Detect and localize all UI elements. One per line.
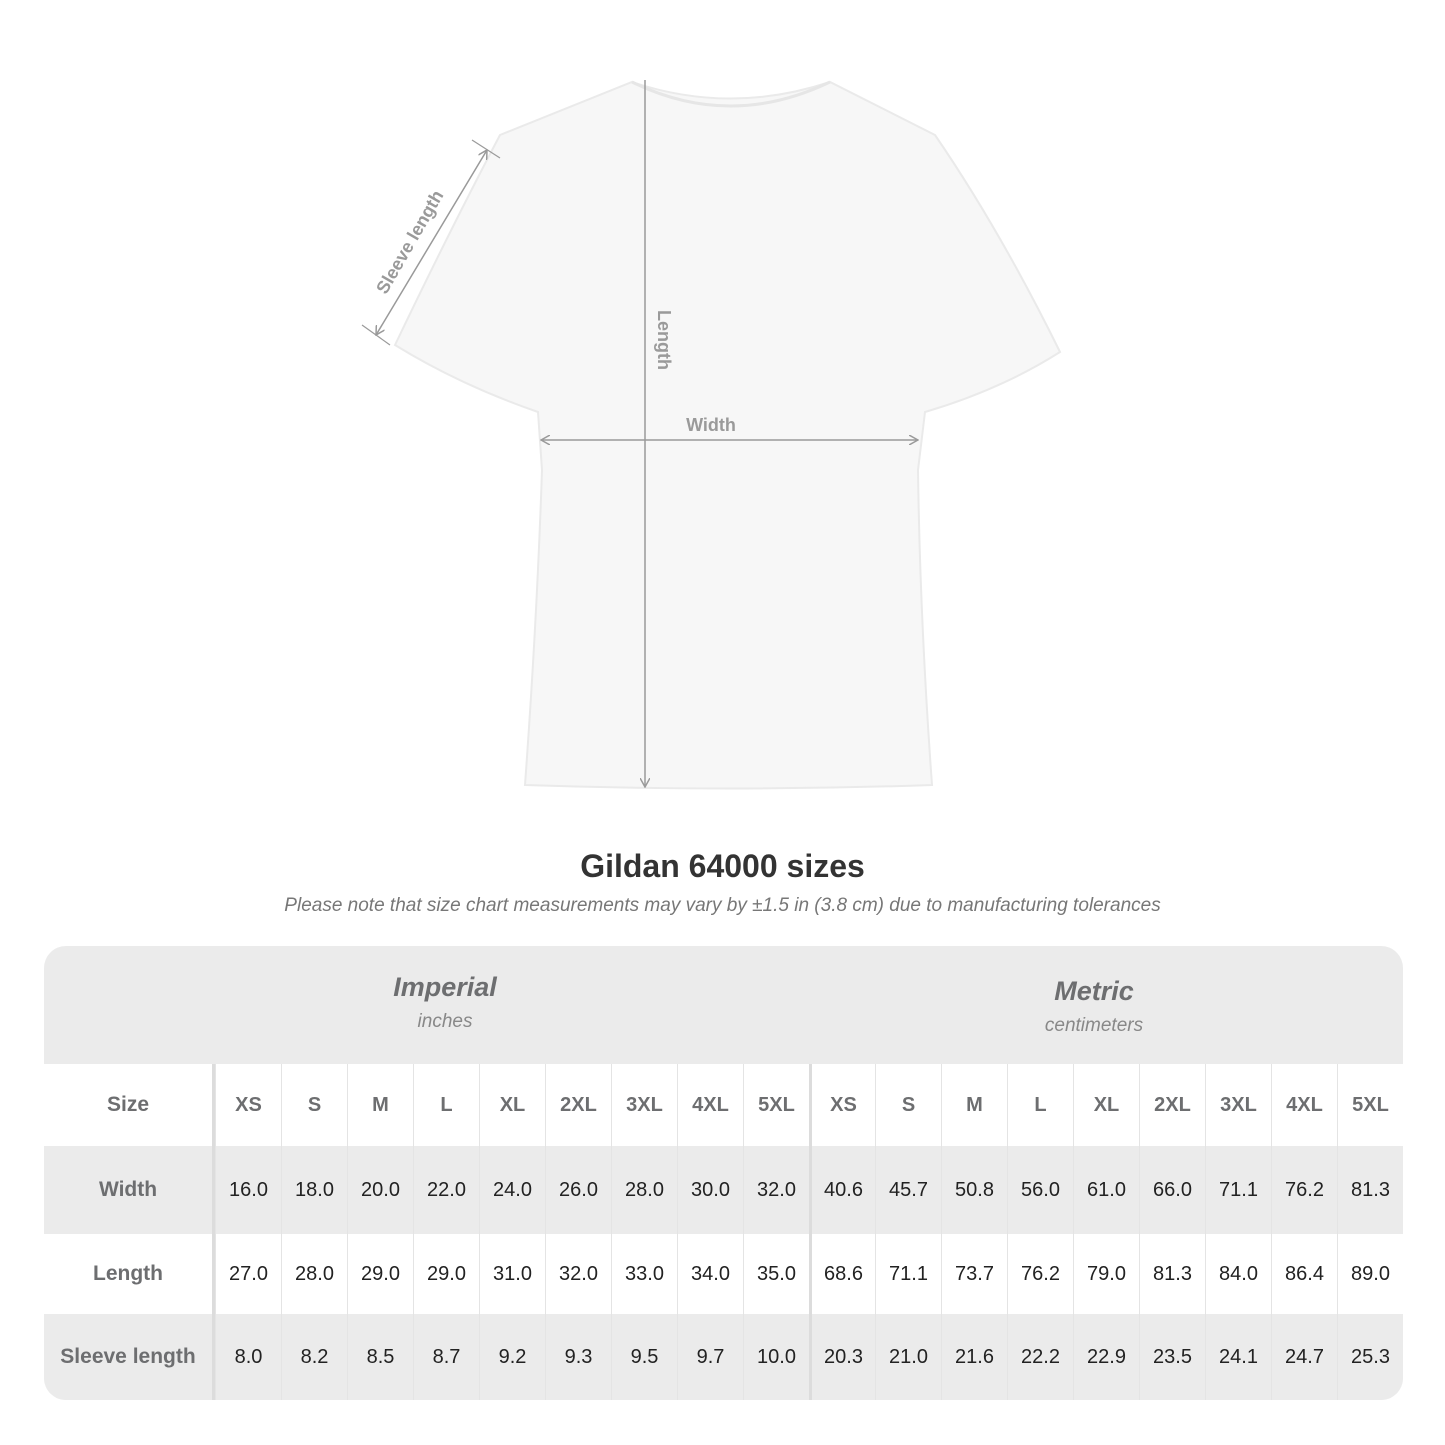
- table-cell: 81.3: [1337, 1146, 1403, 1234]
- row-label: Size: [44, 1064, 215, 1146]
- table-cell: 66.0: [1139, 1146, 1205, 1234]
- table-cell: 21.6: [941, 1314, 1007, 1400]
- table-cell: 22.9: [1073, 1314, 1139, 1400]
- size-header-cell: XL: [1073, 1064, 1139, 1146]
- table-cell: 29.0: [347, 1234, 413, 1314]
- table-cell: 27.0: [215, 1234, 281, 1314]
- table-cell: 24.0: [479, 1146, 545, 1234]
- table-cell: 29.0: [413, 1234, 479, 1314]
- table-cell: 8.7: [413, 1314, 479, 1400]
- table-cell: 84.0: [1205, 1234, 1271, 1314]
- size-header-cell: 3XL: [1205, 1064, 1271, 1146]
- size-header-cell: M: [347, 1064, 413, 1146]
- size-header-cell: 5XL: [743, 1064, 809, 1146]
- size-header-cell: L: [1007, 1064, 1073, 1146]
- table-cell: 33.0: [611, 1234, 677, 1314]
- table-cell: 76.2: [1271, 1146, 1337, 1234]
- table-cell: 9.5: [611, 1314, 677, 1400]
- table-cell: 71.1: [875, 1234, 941, 1314]
- table-cell: 81.3: [1139, 1234, 1205, 1314]
- table-cell: 73.7: [941, 1234, 1007, 1314]
- table-row: Width 16.0 18.0 20.0 22.0 24.0 26.0 28.0 30.0 32.…: [44, 1146, 1403, 1234]
- table-cell: 34.0: [677, 1234, 743, 1314]
- table-cell: 24.7: [1271, 1314, 1337, 1400]
- metric-header: Metric centimeters: [1044, 976, 1144, 1036]
- table-cell: 16.0: [215, 1146, 281, 1234]
- table-cell: 9.2: [479, 1314, 545, 1400]
- size-header-cell: XS: [809, 1064, 875, 1146]
- size-header-cell: S: [281, 1064, 347, 1146]
- table-cell: 76.2: [1007, 1234, 1073, 1314]
- size-header-cell: S: [875, 1064, 941, 1146]
- size-header-cell: L: [413, 1064, 479, 1146]
- size-header-cell: 2XL: [1139, 1064, 1205, 1146]
- table-cell: 32.0: [545, 1234, 611, 1314]
- table-cell: 35.0: [743, 1234, 809, 1314]
- size-table: Imperial inches Metric centimeters Size X…: [44, 946, 1403, 1400]
- size-header-cell: 2XL: [545, 1064, 611, 1146]
- tshirt-shape: [393, 80, 1062, 790]
- table-cell: 25.3: [1337, 1314, 1403, 1400]
- row-label: Width: [44, 1146, 215, 1234]
- size-header-cell: XS: [215, 1064, 281, 1146]
- table-cell: 22.0: [413, 1146, 479, 1234]
- table-cell: 23.5: [1139, 1314, 1205, 1400]
- table-row: Sleeve length 8.0 8.2 8.5 8.7 9.2 9.3 9.5 9.7 10.…: [44, 1314, 1403, 1400]
- tshirt-diagram: Sleeve length Length Width: [361, 80, 1062, 790]
- table-cell: 30.0: [677, 1146, 743, 1234]
- table-cell: 31.0: [479, 1234, 545, 1314]
- size-header-cell: 3XL: [611, 1064, 677, 1146]
- page-title: Gildan 64000 sizes: [580, 848, 865, 884]
- table-cell: 28.0: [281, 1234, 347, 1314]
- size-header-cell: 5XL: [1337, 1064, 1403, 1146]
- length-label: Length: [654, 310, 674, 370]
- table-cell: 71.1: [1205, 1146, 1271, 1234]
- table-cell: 61.0: [1073, 1146, 1139, 1234]
- table-row: Length 27.0 28.0 29.0 29.0 31.0 32.0 33.0 34.0 35…: [44, 1234, 1403, 1314]
- table-cell: 45.7: [875, 1146, 941, 1234]
- size-header-row: Size XS S M L XL 2XL 3XL 4XL 5XL XS S M L XL 2XL 3XL 4XL 5…: [44, 1064, 1403, 1146]
- width-label: Width: [686, 415, 736, 435]
- size-header-cell: 4XL: [677, 1064, 743, 1146]
- table-cell: 86.4: [1271, 1234, 1337, 1314]
- table-cell: 18.0: [281, 1146, 347, 1234]
- table-cell: 79.0: [1073, 1234, 1139, 1314]
- table-cell: 40.6: [809, 1146, 875, 1234]
- table-cell: 68.6: [809, 1234, 875, 1314]
- tolerance-note: Please note that size chart measurements…: [284, 895, 1161, 916]
- table-cell: 20.3: [809, 1314, 875, 1400]
- table-cell: 20.0: [347, 1146, 413, 1234]
- table-cell: 10.0: [743, 1314, 809, 1400]
- table-cell: 21.0: [875, 1314, 941, 1400]
- size-header-cell: M: [941, 1064, 1007, 1146]
- imperial-header: Imperial inches: [393, 972, 497, 1032]
- table-cell: 9.7: [677, 1314, 743, 1400]
- table-cell: 9.3: [545, 1314, 611, 1400]
- table-cell: 89.0: [1337, 1234, 1403, 1314]
- table-cell: 56.0: [1007, 1146, 1073, 1234]
- table-cell: 8.5: [347, 1314, 413, 1400]
- row-label: Sleeve length: [44, 1314, 215, 1400]
- size-header-cell: XL: [479, 1064, 545, 1146]
- table-cell: 22.2: [1007, 1314, 1073, 1400]
- table-cell: 28.0: [611, 1146, 677, 1234]
- table-cell: 32.0: [743, 1146, 809, 1234]
- table-cell: 26.0: [545, 1146, 611, 1234]
- size-header-cell: 4XL: [1271, 1064, 1337, 1146]
- sleeve-measure-line: [376, 150, 487, 335]
- row-label: Length: [44, 1234, 215, 1314]
- table-cell: 8.0: [215, 1314, 281, 1400]
- table-cell: 8.2: [281, 1314, 347, 1400]
- table-cell: 50.8: [941, 1146, 1007, 1234]
- table-cell: 24.1: [1205, 1314, 1271, 1400]
